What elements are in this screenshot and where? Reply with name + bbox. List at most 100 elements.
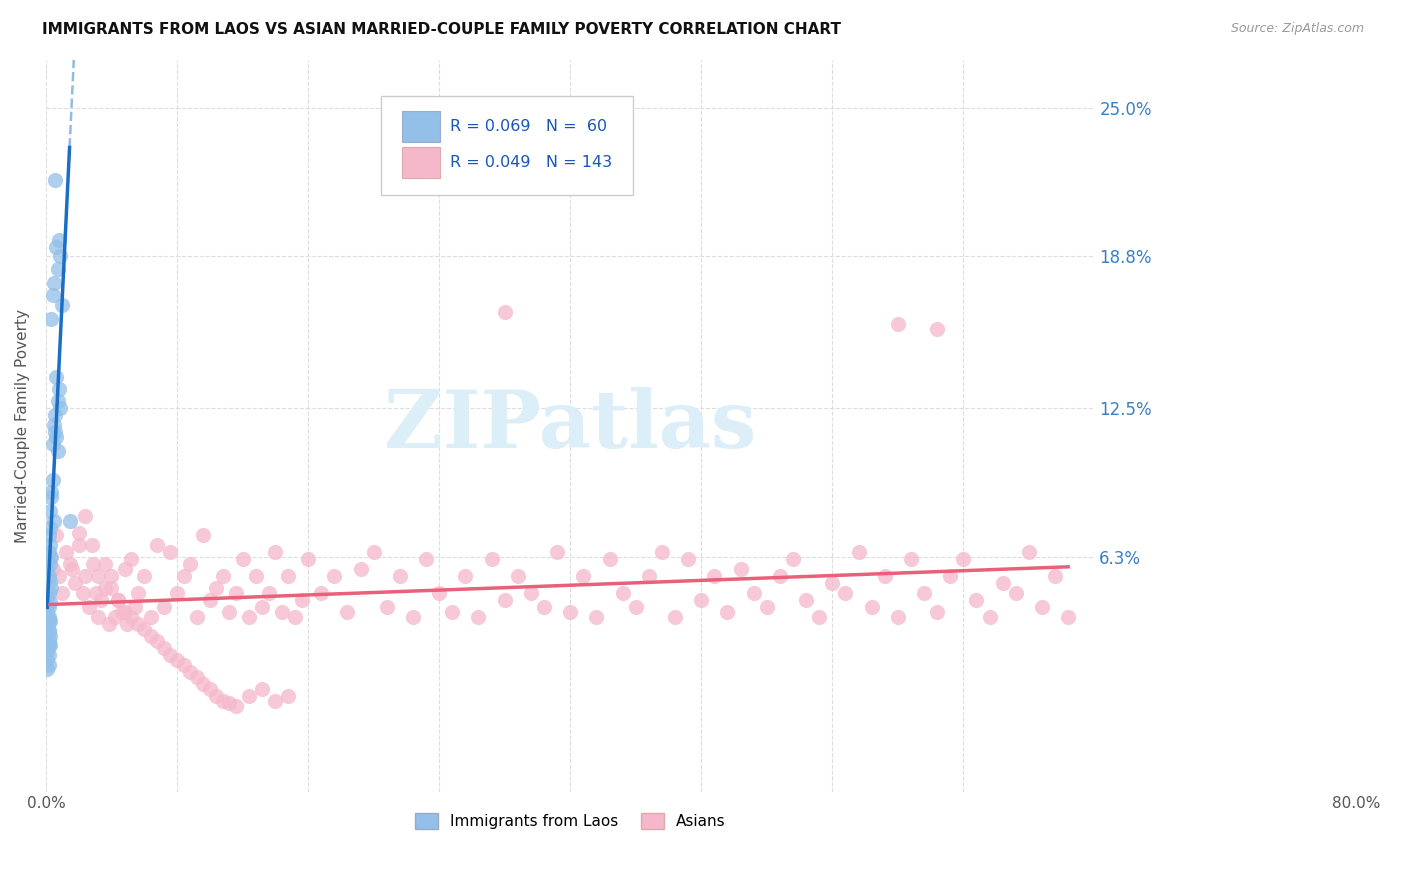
Point xyxy=(48,569,70,583)
Point xyxy=(63,576,86,591)
Point xyxy=(637,569,659,583)
Point xyxy=(179,557,201,571)
Point xyxy=(44,425,66,439)
Text: Source: ZipAtlas.com: Source: ZipAtlas.com xyxy=(1230,22,1364,36)
Point xyxy=(75,569,97,583)
Point xyxy=(75,508,97,523)
Point xyxy=(82,557,104,571)
Point xyxy=(41,288,63,302)
Point xyxy=(834,585,856,599)
Point xyxy=(87,569,110,583)
Point xyxy=(1018,545,1040,559)
Point xyxy=(127,585,149,599)
Point xyxy=(39,490,62,504)
Point xyxy=(245,569,267,583)
Point xyxy=(58,557,80,571)
Point xyxy=(250,681,273,696)
Point xyxy=(67,538,90,552)
Point xyxy=(153,600,176,615)
Point xyxy=(153,640,176,655)
Point xyxy=(41,437,63,451)
Point xyxy=(821,576,844,591)
Point xyxy=(952,552,974,566)
Point xyxy=(60,562,83,576)
Point xyxy=(38,504,60,518)
Point xyxy=(755,600,778,615)
Point xyxy=(193,677,215,691)
Point xyxy=(572,569,595,583)
Point xyxy=(309,585,332,599)
Point xyxy=(38,609,60,624)
Point xyxy=(599,552,621,566)
Point xyxy=(612,585,634,599)
Point xyxy=(808,609,831,624)
Point xyxy=(860,600,883,615)
Point xyxy=(77,600,100,615)
Point xyxy=(939,569,962,583)
Point xyxy=(37,591,59,605)
Point xyxy=(257,585,280,599)
Point xyxy=(277,689,299,703)
Point xyxy=(42,514,65,528)
Point xyxy=(45,528,67,542)
Point xyxy=(173,657,195,672)
Point xyxy=(139,629,162,643)
Point xyxy=(139,609,162,624)
Point xyxy=(42,276,65,290)
FancyBboxPatch shape xyxy=(402,111,440,142)
Point xyxy=(100,569,122,583)
Point xyxy=(284,609,307,624)
Point xyxy=(264,694,287,708)
Point xyxy=(979,609,1001,624)
Point xyxy=(218,605,240,619)
Point xyxy=(212,569,235,583)
Point xyxy=(270,605,292,619)
Point xyxy=(198,592,221,607)
Point xyxy=(912,585,935,599)
Text: 0.0%: 0.0% xyxy=(27,796,65,811)
Point xyxy=(115,616,138,631)
Point xyxy=(186,609,208,624)
Point xyxy=(703,569,725,583)
Point xyxy=(42,417,65,432)
Y-axis label: Married-Couple Family Poverty: Married-Couple Family Poverty xyxy=(15,309,30,542)
Point xyxy=(402,609,425,624)
Point xyxy=(146,538,169,552)
Point xyxy=(37,629,59,643)
Point xyxy=(297,552,319,566)
Point xyxy=(44,172,66,186)
Point xyxy=(388,569,411,583)
Point xyxy=(134,569,156,583)
Point xyxy=(794,592,817,607)
Point xyxy=(114,562,136,576)
Point xyxy=(624,600,647,615)
Point xyxy=(38,521,60,535)
Point xyxy=(277,569,299,583)
Point xyxy=(44,408,66,422)
Point xyxy=(323,569,346,583)
FancyBboxPatch shape xyxy=(381,96,633,195)
Point xyxy=(336,605,359,619)
Point xyxy=(927,605,949,619)
Point xyxy=(427,585,450,599)
Point xyxy=(37,643,59,657)
Point xyxy=(873,569,896,583)
Point xyxy=(38,600,60,615)
Point xyxy=(887,317,910,331)
Point xyxy=(481,552,503,566)
Point xyxy=(38,657,60,672)
Point xyxy=(159,545,181,559)
Point xyxy=(37,663,59,677)
Point xyxy=(38,624,60,638)
Point xyxy=(887,609,910,624)
Point xyxy=(120,609,142,624)
Point xyxy=(41,562,63,576)
Point xyxy=(166,585,188,599)
Point xyxy=(107,592,129,607)
Point xyxy=(848,545,870,559)
Point xyxy=(97,616,120,631)
Point xyxy=(927,321,949,335)
Point xyxy=(45,429,67,443)
Point xyxy=(48,233,70,247)
Point xyxy=(37,619,59,633)
